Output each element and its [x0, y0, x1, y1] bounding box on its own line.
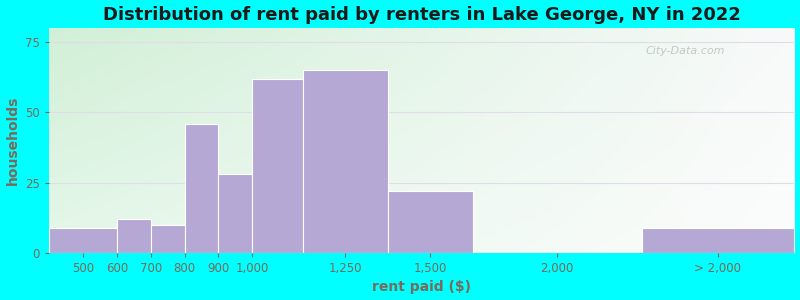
- Bar: [117, 219, 150, 253]
- Bar: [642, 228, 794, 253]
- Text: City-Data.com: City-Data.com: [646, 46, 725, 56]
- Bar: [218, 174, 252, 253]
- Bar: [388, 191, 473, 253]
- Bar: [303, 70, 388, 253]
- Bar: [252, 79, 303, 253]
- Y-axis label: households: households: [6, 96, 19, 185]
- Bar: [150, 225, 185, 253]
- Bar: [185, 124, 218, 253]
- X-axis label: rent paid ($): rent paid ($): [372, 280, 471, 294]
- Bar: [49, 228, 117, 253]
- Title: Distribution of rent paid by renters in Lake George, NY in 2022: Distribution of rent paid by renters in …: [102, 6, 741, 24]
